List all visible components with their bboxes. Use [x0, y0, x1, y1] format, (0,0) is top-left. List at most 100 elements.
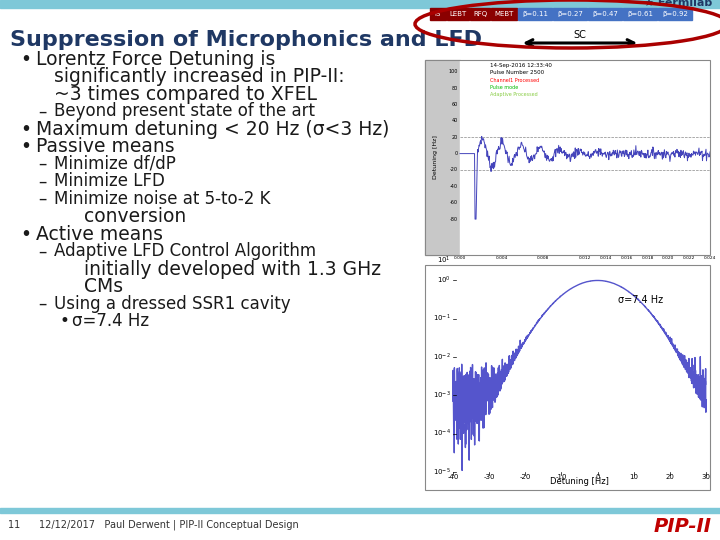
Text: –: –: [38, 190, 46, 208]
Text: Maximum detuning < 20 Hz (σ<3 Hz): Maximum detuning < 20 Hz (σ<3 Hz): [36, 120, 390, 139]
Text: CMs: CMs: [54, 278, 123, 296]
Text: –: –: [38, 172, 46, 191]
Text: -60: -60: [450, 200, 458, 205]
Text: LEBT: LEBT: [449, 11, 467, 17]
Text: MEBT: MEBT: [495, 11, 513, 17]
Text: SC: SC: [574, 30, 586, 40]
Bar: [425, 60, 460, 255]
Bar: [658, 8, 692, 20]
Text: 0.018: 0.018: [642, 256, 654, 260]
Bar: [447, 8, 469, 20]
Bar: [623, 8, 657, 20]
Bar: [470, 8, 490, 20]
Text: 80: 80: [451, 85, 458, 91]
Text: 0.016: 0.016: [621, 256, 633, 260]
Text: initially developed with 1.3 GHz: initially developed with 1.3 GHz: [54, 260, 381, 279]
Text: ★ Fermilab: ★ Fermilab: [644, 0, 712, 8]
Text: Minimize df/dP: Minimize df/dP: [54, 155, 176, 173]
Text: –: –: [38, 155, 46, 173]
Text: 0.008: 0.008: [537, 256, 549, 260]
Text: -30: -30: [483, 474, 495, 480]
Text: $10^0$: $10^0$: [437, 275, 451, 286]
Text: •: •: [20, 50, 31, 69]
Text: σ=7.4 Hz: σ=7.4 Hz: [72, 313, 149, 330]
Text: significantly increased in PIP-II:: significantly increased in PIP-II:: [54, 68, 345, 86]
Bar: [460, 60, 710, 255]
Text: –: –: [38, 242, 46, 260]
Text: Pulse mode: Pulse mode: [490, 85, 518, 90]
Bar: [0, 508, 720, 513]
Text: -40: -40: [447, 474, 459, 480]
Bar: [425, 60, 710, 255]
Text: conversion: conversion: [54, 207, 186, 226]
Bar: [553, 8, 587, 20]
Text: -10: -10: [556, 474, 567, 480]
Text: 0.012: 0.012: [579, 256, 591, 260]
Text: β=0.27: β=0.27: [557, 11, 583, 17]
Text: -20: -20: [450, 167, 458, 172]
Text: Adaptive Processed: Adaptive Processed: [490, 92, 538, 97]
Bar: [430, 8, 446, 20]
Text: 20: 20: [451, 134, 458, 140]
Text: •: •: [20, 138, 31, 157]
Text: 0: 0: [595, 474, 600, 480]
Text: β=0.47: β=0.47: [592, 11, 618, 17]
Text: Suppression of Microphonics and LFD: Suppression of Microphonics and LFD: [10, 30, 482, 50]
Text: ~3 times compared to XFEL: ~3 times compared to XFEL: [54, 85, 317, 104]
Text: $10^{-1}$: $10^{-1}$: [433, 313, 451, 325]
Text: •: •: [20, 120, 31, 139]
Text: Active means: Active means: [36, 225, 163, 244]
Text: PIP-II: PIP-II: [654, 516, 712, 536]
Text: 100: 100: [449, 69, 458, 74]
Text: $10^1$: $10^1$: [437, 255, 451, 266]
Bar: [425, 265, 710, 490]
Text: Lorentz Force Detuning is: Lorentz Force Detuning is: [36, 50, 275, 69]
Text: Detuning [Hz]: Detuning [Hz]: [433, 136, 438, 179]
Text: Detuning [Hz]: Detuning [Hz]: [550, 477, 609, 486]
Text: •: •: [60, 313, 70, 330]
Text: Passive means: Passive means: [36, 138, 175, 157]
Text: $10^{-5}$: $10^{-5}$: [433, 467, 451, 478]
Text: RFQ: RFQ: [473, 11, 487, 17]
Text: -40: -40: [450, 184, 458, 189]
Text: 0: 0: [455, 151, 458, 156]
Text: 10: 10: [629, 474, 638, 480]
Text: Adaptive LFD Control Algorithm: Adaptive LFD Control Algorithm: [54, 242, 316, 260]
Text: Using a dressed SSR1 cavity: Using a dressed SSR1 cavity: [54, 295, 291, 313]
Text: β=0.92: β=0.92: [662, 11, 688, 17]
Text: –: –: [38, 295, 46, 313]
Text: 0.014: 0.014: [600, 256, 612, 260]
Text: IS: IS: [435, 11, 441, 17]
Text: Beyond present state of the art: Beyond present state of the art: [54, 103, 315, 120]
Bar: [588, 8, 622, 20]
Text: -20: -20: [520, 474, 531, 480]
Text: 40: 40: [451, 118, 458, 123]
Bar: [425, 265, 710, 490]
Text: 20: 20: [665, 474, 675, 480]
Text: Minimize LFD: Minimize LFD: [54, 172, 165, 191]
Text: Minimize noise at 5-to-2 K: Minimize noise at 5-to-2 K: [54, 190, 271, 208]
Text: $10^{-2}$: $10^{-2}$: [433, 352, 451, 363]
Text: $10^{-3}$: $10^{-3}$: [433, 390, 451, 401]
Text: Pulse Number 2500: Pulse Number 2500: [490, 70, 544, 75]
Text: •: •: [20, 225, 31, 244]
Text: β=0.61: β=0.61: [627, 11, 653, 17]
Text: 30: 30: [701, 474, 711, 480]
Bar: [518, 8, 552, 20]
Bar: [0, 0, 720, 8]
Text: β=0.11: β=0.11: [522, 11, 548, 17]
Bar: [491, 8, 517, 20]
Text: 0.000: 0.000: [454, 256, 466, 260]
Text: 60: 60: [451, 102, 458, 107]
Text: 11      12/12/2017   Paul Derwent | PIP-II Conceptual Design: 11 12/12/2017 Paul Derwent | PIP-II Conc…: [8, 519, 299, 530]
Text: 0.020: 0.020: [662, 256, 675, 260]
Text: 14-Sep-2016 12:33:40: 14-Sep-2016 12:33:40: [490, 63, 552, 68]
Text: –: –: [38, 103, 46, 120]
Text: 0.022: 0.022: [683, 256, 696, 260]
Text: -80: -80: [450, 217, 458, 221]
Text: $10^{-4}$: $10^{-4}$: [433, 428, 451, 440]
Text: 0.004: 0.004: [495, 256, 508, 260]
Text: Channel1 Processed: Channel1 Processed: [490, 78, 539, 83]
Text: 0.024: 0.024: [704, 256, 716, 260]
Text: σ=7.4 Hz: σ=7.4 Hz: [618, 295, 662, 306]
